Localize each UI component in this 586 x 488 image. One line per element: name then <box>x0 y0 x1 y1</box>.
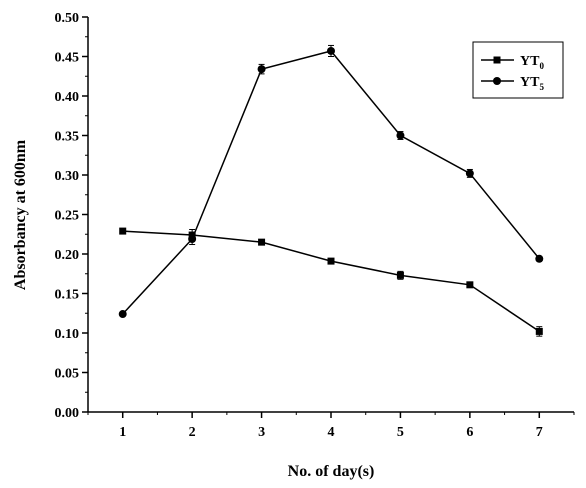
y-tick-label: 0.50 <box>55 11 80 26</box>
series-yt5 <box>118 44 544 319</box>
series-yt0 <box>119 227 543 337</box>
x-tick-label: 6 <box>466 425 473 440</box>
series-yt5-point <box>327 46 335 55</box>
series-yt0-point <box>258 238 266 246</box>
y-tick-label: 0.05 <box>55 367 80 382</box>
y-tick-label: 0.35 <box>55 130 80 145</box>
series-yt0-point <box>327 257 335 265</box>
y-tick-label: 0.15 <box>55 288 80 303</box>
x-axis-title: No. of day(s) <box>288 463 375 480</box>
y-tick-label: 0.45 <box>55 51 80 66</box>
legend-marker-yt0 <box>493 56 501 64</box>
legend-marker-yt5 <box>493 77 501 85</box>
y-tick-label: 0.40 <box>55 90 80 105</box>
series-yt5-point <box>257 65 266 74</box>
series-yt0-point <box>466 281 474 289</box>
series-yt0-point <box>119 227 127 235</box>
series-yt0-point <box>396 271 404 279</box>
series-yt0-point <box>535 327 543 335</box>
legend: YT0 YT5 <box>472 41 564 99</box>
y-axis-ticks: 0.00 0.05 0.10 0.15 0.20 0.25 0.30 0.35 0.40 0.45… <box>55 11 88 421</box>
y-tick-label: 0.00 <box>55 406 80 421</box>
series-yt5-point <box>188 234 197 243</box>
series-yt5-point <box>396 131 405 140</box>
x-tick-label: 3 <box>258 425 265 440</box>
x-tick-label: 7 <box>536 425 543 440</box>
x-tick-label: 2 <box>189 425 196 440</box>
legend-label-yt5: YT5 <box>520 75 544 92</box>
x-axis-ticks: 1 2 3 4 5 6 7 <box>87 412 575 440</box>
legend-box <box>472 41 564 99</box>
y-tick-label: 0.25 <box>55 209 80 224</box>
x-tick-label: 1 <box>119 425 126 440</box>
series-layer <box>118 44 544 337</box>
y-tick-label: 0.30 <box>55 169 80 184</box>
x-tick-label: 4 <box>328 425 335 440</box>
series-yt5-point <box>465 169 474 178</box>
legend-label-yt0: YT0 <box>520 54 544 71</box>
series-yt5-point <box>118 310 127 319</box>
y-tick-label: 0.10 <box>55 327 80 342</box>
y-tick-label: 0.20 <box>55 248 80 263</box>
y-axis-title: Absorbancy at 600nm <box>12 139 29 290</box>
x-tick-label: 5 <box>397 425 404 440</box>
series-yt5-point <box>535 254 544 263</box>
